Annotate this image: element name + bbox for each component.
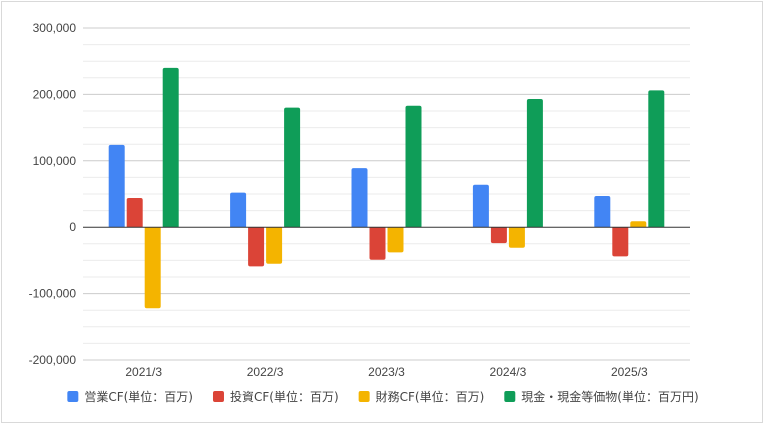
x-tick-label: 2025/3 <box>611 365 648 379</box>
bar-現金・現金等価物(単位：百万円)-2022/3 <box>284 107 301 228</box>
bar-現金・現金等価物(単位：百万円)-2024/3 <box>526 99 543 228</box>
x-tick-label: 2023/3 <box>368 365 405 379</box>
bar-現金・現金等価物(単位：百万円)-2023/3 <box>405 105 422 228</box>
bars <box>108 67 665 309</box>
legend-swatch <box>358 391 370 402</box>
legend-item: 財務CF(単位：百万) <box>358 389 485 404</box>
legend-label: 投資CF(単位：百万) <box>230 389 339 404</box>
y-tick-label: 200,000 <box>33 87 77 101</box>
bar-営業CF(単位：百万)-2021/3 <box>108 144 125 228</box>
legend-item: 営業CF(単位：百万) <box>67 389 193 404</box>
y-tick-label: 300,000 <box>33 21 77 35</box>
bar-財務CF(単位：百万)-2023/3 <box>387 227 404 253</box>
legend-label: 財務CF(単位：百万) <box>376 389 485 404</box>
x-tick-label: 2024/3 <box>490 365 527 379</box>
bar-投資CF(単位：百万)-2025/3 <box>612 227 629 257</box>
x-tick-label: 2021/3 <box>125 365 162 379</box>
legend-swatch <box>67 391 79 402</box>
bar-投資CF(単位：百万)-2024/3 <box>490 227 507 244</box>
legend-item: 現金・現金等価物(単位：百万円) <box>504 389 699 404</box>
bar-営業CF(単位：百万)-2023/3 <box>351 168 368 228</box>
x-axis: 2021/3 2022/3 2023/3 2024/3 2025/3 <box>125 365 648 379</box>
bar-投資CF(単位：百万)-2021/3 <box>126 197 143 228</box>
x-tick-label: 2022/3 <box>247 365 284 379</box>
y-tick-label: -200,000 <box>29 353 77 367</box>
legend-item: 投資CF(単位：百万) <box>212 389 339 404</box>
legend: 営業CF(単位：百万) 投資CF(単位：百万) 財務CF(単位：百万) 現金・現金等価… <box>67 389 699 404</box>
legend-swatch <box>212 391 224 402</box>
bar-営業CF(単位：百万)-2022/3 <box>230 192 247 228</box>
legend-swatch <box>504 391 516 402</box>
bar-現金・現金等価物(単位：百万円)-2025/3 <box>648 90 665 228</box>
legend-label: 現金・現金等価物(単位：百万円) <box>521 389 698 404</box>
gridlines <box>83 27 690 361</box>
legend-label: 営業CF(単位：百万) <box>84 389 193 404</box>
y-axis: 300,000 200,000 100,000 0 -100,000 -200,000 <box>29 21 77 367</box>
bar-投資CF(単位：百万)-2023/3 <box>369 227 386 260</box>
bar-投資CF(単位：百万)-2022/3 <box>248 227 265 267</box>
bar-営業CF(単位：百万)-2025/3 <box>594 195 611 228</box>
bar-財務CF(単位：百万)-2022/3 <box>266 227 283 264</box>
bar-財務CF(単位：百万)-2025/3 <box>630 221 647 228</box>
y-tick-label: 0 <box>69 220 76 234</box>
bar-財務CF(単位：百万)-2021/3 <box>144 227 161 309</box>
bar-営業CF(単位：百万)-2024/3 <box>472 184 489 228</box>
y-tick-label: 100,000 <box>33 154 77 168</box>
bar-現金・現金等価物(単位：百万円)-2021/3 <box>162 67 179 228</box>
y-tick-label: -100,000 <box>29 287 77 301</box>
bar-財務CF(単位：百万)-2024/3 <box>508 227 525 248</box>
